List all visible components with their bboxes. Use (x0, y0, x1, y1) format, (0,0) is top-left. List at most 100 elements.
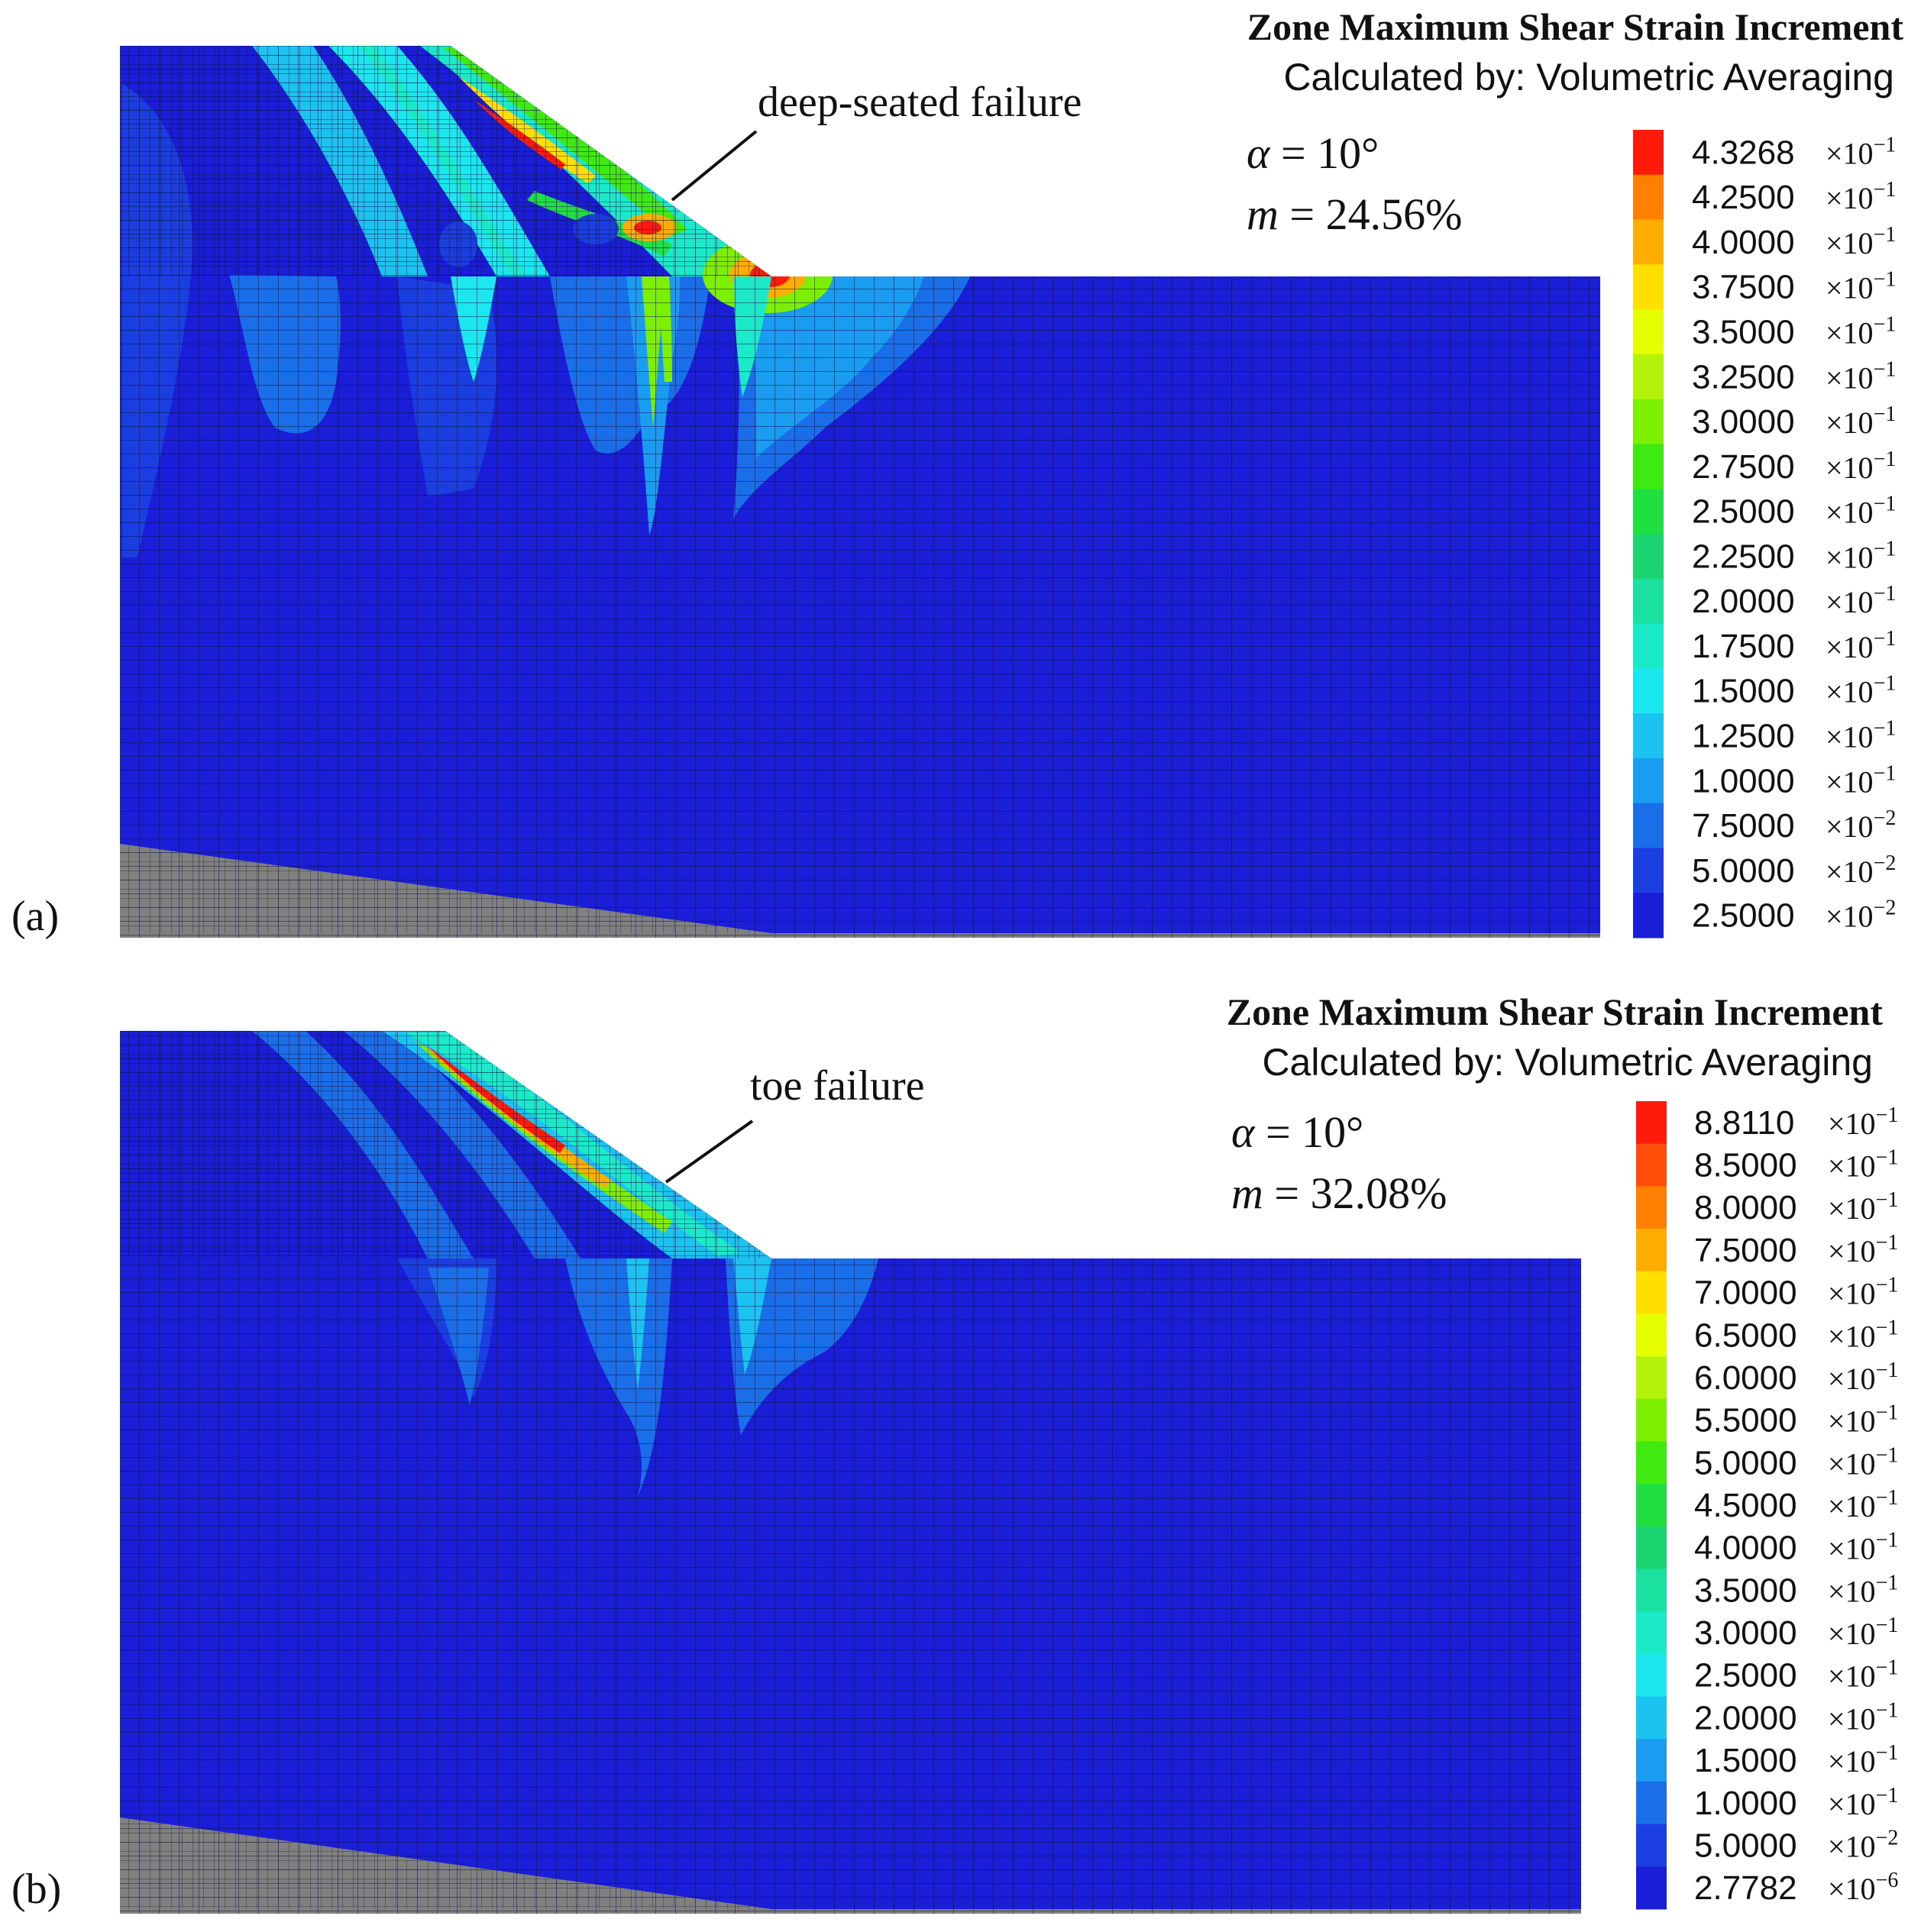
panel-title-a: Zone Maximum Shear Strain Increment (1247, 5, 1904, 48)
legend-swatch (1636, 1866, 1667, 1910)
legend-swatch (1633, 534, 1664, 580)
legend-swatch (1633, 174, 1664, 221)
legend-exponent: ×10−1 (1828, 1231, 1898, 1268)
legend-exponent: ×10−1 (1826, 313, 1896, 351)
legend-value: 3.5000 (1694, 1572, 1797, 1609)
legend-exponent: ×10−1 (1828, 1571, 1898, 1608)
legend-value: 8.0000 (1694, 1189, 1797, 1226)
legend-swatch (1636, 1271, 1667, 1314)
legend-swatch (1633, 130, 1664, 176)
legend-swatch (1633, 893, 1664, 939)
legend-value: 7.5000 (1694, 1232, 1797, 1269)
legend-value: 4.3268 (1692, 134, 1795, 171)
legend-exponent: ×10−2 (1826, 806, 1896, 844)
legend-swatch (1636, 1313, 1667, 1357)
legend-exponent: ×10−1 (1826, 223, 1896, 260)
legend-b: 8.8110 ×10−1 8.5000 ×10−1 8.0000 ×10−1 7.5000 ×… (1636, 1101, 1898, 1910)
legend-value: 1.2500 (1692, 718, 1795, 755)
legend-exponent: ×10−1 (1828, 1188, 1898, 1226)
legend-swatch (1636, 1229, 1667, 1272)
legend-swatch (1633, 803, 1664, 848)
legend-exponent: ×10−1 (1826, 357, 1896, 395)
annotation-b: toe failure (750, 1062, 925, 1110)
legend-swatch (1633, 444, 1664, 489)
legend-swatch (1636, 1781, 1667, 1825)
annotation-leader-a (671, 130, 758, 202)
legend-exponent: ×10−1 (1828, 1614, 1898, 1651)
alpha-param-b: α = 10° (1231, 1107, 1363, 1157)
legend-exponent: ×10−1 (1828, 1103, 1898, 1141)
legend-value: 3.5000 (1692, 314, 1795, 351)
legend-exponent: ×10−1 (1826, 537, 1896, 574)
panel-b: toe failure α = 10° m = 32.08% Zone Maxi… (11, 990, 1898, 1914)
legend-value: 5.0000 (1692, 852, 1795, 890)
legend-swatch (1636, 1739, 1667, 1782)
legend-value: 4.5000 (1694, 1487, 1797, 1524)
legend-exponent: ×10−1 (1826, 627, 1896, 664)
legend-value: 1.5000 (1694, 1742, 1797, 1779)
legend-value: 4.0000 (1694, 1530, 1797, 1567)
legend-exponent: ×10−1 (1828, 1146, 1898, 1184)
panel-title-b: Zone Maximum Shear Strain Increment (1227, 990, 1884, 1033)
legend-swatch (1633, 399, 1664, 444)
legend-exponent: ×10−1 (1826, 672, 1896, 709)
legend-value: 2.0000 (1694, 1699, 1797, 1737)
legend-swatch (1636, 1824, 1667, 1867)
legend-exponent: ×10−1 (1828, 1274, 1898, 1311)
m-param-a: m = 24.56% (1247, 189, 1462, 239)
legend-value: 3.0000 (1694, 1614, 1797, 1652)
legend-swatch (1636, 1526, 1667, 1570)
legend-value: 2.0000 (1692, 583, 1795, 620)
panel-a: deep-seated failure α = 10° m = 24.56% Z… (11, 5, 1903, 940)
legend-value: 5.0000 (1694, 1827, 1797, 1864)
panel-label-b: (b) (11, 1866, 61, 1913)
legend-value: 6.0000 (1694, 1359, 1797, 1397)
legend-exponent: ×10−2 (1826, 851, 1896, 889)
legend-value: 1.5000 (1692, 673, 1795, 710)
legend-value: 7.5000 (1692, 807, 1795, 845)
legend-swatch (1633, 848, 1664, 893)
alpha-param-a: α = 10° (1247, 128, 1379, 178)
legend-swatch (1636, 1653, 1667, 1698)
legend-exponent: ×10−1 (1828, 1359, 1898, 1396)
legend-value: 5.5000 (1694, 1402, 1797, 1439)
legend-exponent: ×10−1 (1826, 402, 1896, 440)
legend-swatch (1636, 1569, 1667, 1612)
legend-value: 1.7500 (1692, 628, 1795, 665)
panel-subtitle-a: Calculated by: Volumetric Averaging (1283, 56, 1894, 99)
legend-swatch (1636, 1101, 1667, 1145)
legend-exponent: ×10−1 (1828, 1741, 1898, 1779)
legend-value: 2.7500 (1692, 448, 1795, 486)
legend-swatch (1636, 1484, 1667, 1527)
legend-swatch (1636, 1696, 1667, 1740)
legend-value: 2.5000 (1692, 493, 1795, 531)
legend-value: 4.2500 (1692, 179, 1795, 216)
legend-exponent: ×10−1 (1826, 582, 1896, 619)
legend-swatch (1633, 668, 1664, 714)
legend-value: 3.7500 (1692, 269, 1795, 306)
legend-value: 5.0000 (1694, 1444, 1797, 1481)
legend-value: 2.7782 (1694, 1869, 1797, 1907)
legend-swatch (1633, 309, 1664, 355)
annotation-leader-b (665, 1119, 754, 1184)
legend-exponent: ×10−1 (1826, 717, 1896, 754)
legend-exponent: ×10−6 (1828, 1869, 1898, 1906)
legend-exponent: ×10−1 (1828, 1401, 1898, 1439)
legend-value: 1.0000 (1692, 762, 1795, 800)
legend-exponent: ×10−1 (1826, 447, 1896, 485)
m-param-b: m = 32.08% (1231, 1168, 1447, 1218)
legend-swatch (1636, 1611, 1667, 1655)
legend-value: 2.2500 (1692, 538, 1795, 575)
legend-swatch (1633, 354, 1664, 400)
legend-swatch (1636, 1356, 1667, 1400)
legend-swatch (1633, 758, 1664, 804)
legend-value: 6.5000 (1694, 1317, 1797, 1354)
panel-label-a: (a) (11, 893, 59, 940)
legend-value: 1.0000 (1694, 1785, 1797, 1822)
legend-exponent: ×10−1 (1826, 268, 1896, 305)
legend-swatch (1636, 1398, 1667, 1442)
legend-swatch (1636, 1186, 1667, 1229)
legend-swatch (1636, 1143, 1667, 1187)
annotation-a: deep-seated failure (758, 79, 1082, 126)
